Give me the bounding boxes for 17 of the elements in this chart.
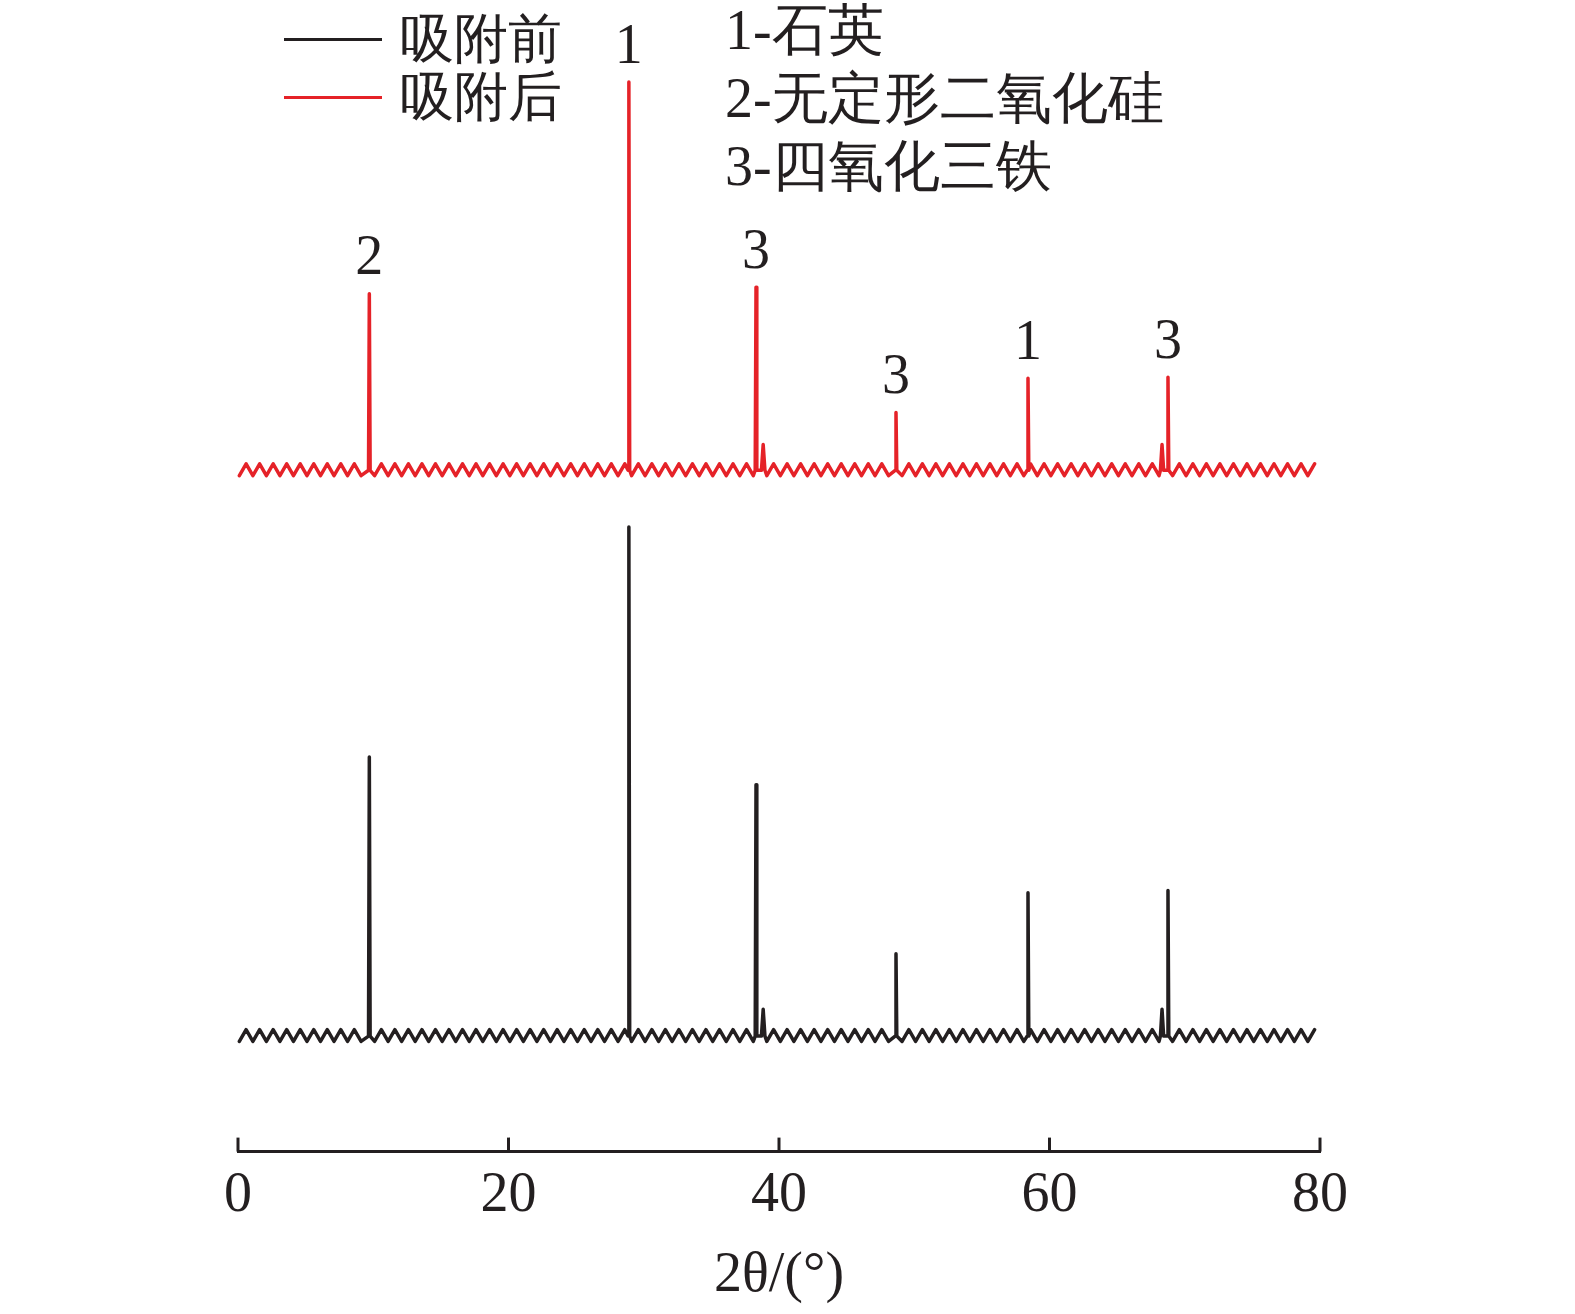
x-tick-label: 0 <box>224 1160 252 1223</box>
annotation: 1 <box>614 12 643 75</box>
annotation: 3 <box>1153 307 1182 370</box>
legend-label: 吸附后 <box>400 67 562 127</box>
annotation: 1 <box>1014 308 1042 371</box>
text: 1-石英 <box>725 0 884 61</box>
x-tick-label: 40 <box>751 1160 807 1223</box>
annotation: 2 <box>355 224 384 287</box>
annotation: 3 <box>881 343 910 406</box>
x-tick-label: 20 <box>480 1160 537 1223</box>
annotation: 3 <box>742 218 771 281</box>
annotation: 3-四氧化三铁 <box>725 134 1052 197</box>
x-tick-label: 80 <box>1292 1160 1348 1223</box>
annotation: 2-无定形二氧化硅 <box>725 66 1164 129</box>
x-tick-label: 60 <box>1021 1160 1078 1223</box>
legend-label: 吸附前 <box>400 9 562 69</box>
x-axis-title: 2θ/(°) <box>713 1241 845 1305</box>
